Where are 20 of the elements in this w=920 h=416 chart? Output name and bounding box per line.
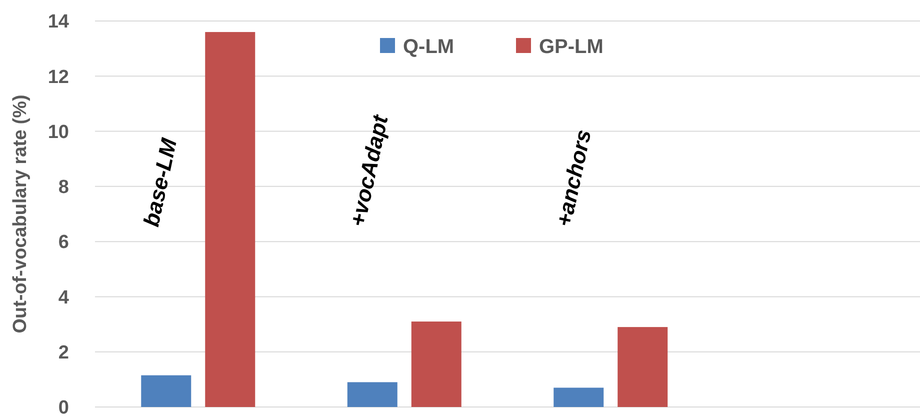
bar bbox=[347, 382, 398, 407]
bar bbox=[205, 32, 256, 407]
y-tick-label: 10 bbox=[48, 122, 69, 143]
legend-label: Q-LM bbox=[403, 36, 454, 58]
y-tick-label: 4 bbox=[58, 287, 70, 308]
bar bbox=[411, 322, 462, 407]
bar bbox=[554, 388, 604, 407]
y-tick-label: 14 bbox=[48, 12, 70, 33]
legend-label: GP-LM bbox=[539, 36, 604, 58]
y-tick-label: 2 bbox=[58, 342, 69, 364]
bar bbox=[618, 327, 668, 407]
y-tick-label: 8 bbox=[58, 177, 69, 198]
x-tick-label: +vocAdapt bbox=[344, 111, 394, 229]
bar bbox=[141, 375, 192, 407]
y-axis-title: Out-of-vocabulary rate (%) bbox=[10, 94, 31, 334]
y-tick-label: 12 bbox=[48, 66, 69, 88]
x-tick-label: +anchors bbox=[551, 127, 596, 229]
x-tick-label: base-LM bbox=[138, 136, 182, 229]
y-tick-label: 0 bbox=[58, 398, 69, 416]
y-tick-label: 6 bbox=[58, 232, 69, 254]
